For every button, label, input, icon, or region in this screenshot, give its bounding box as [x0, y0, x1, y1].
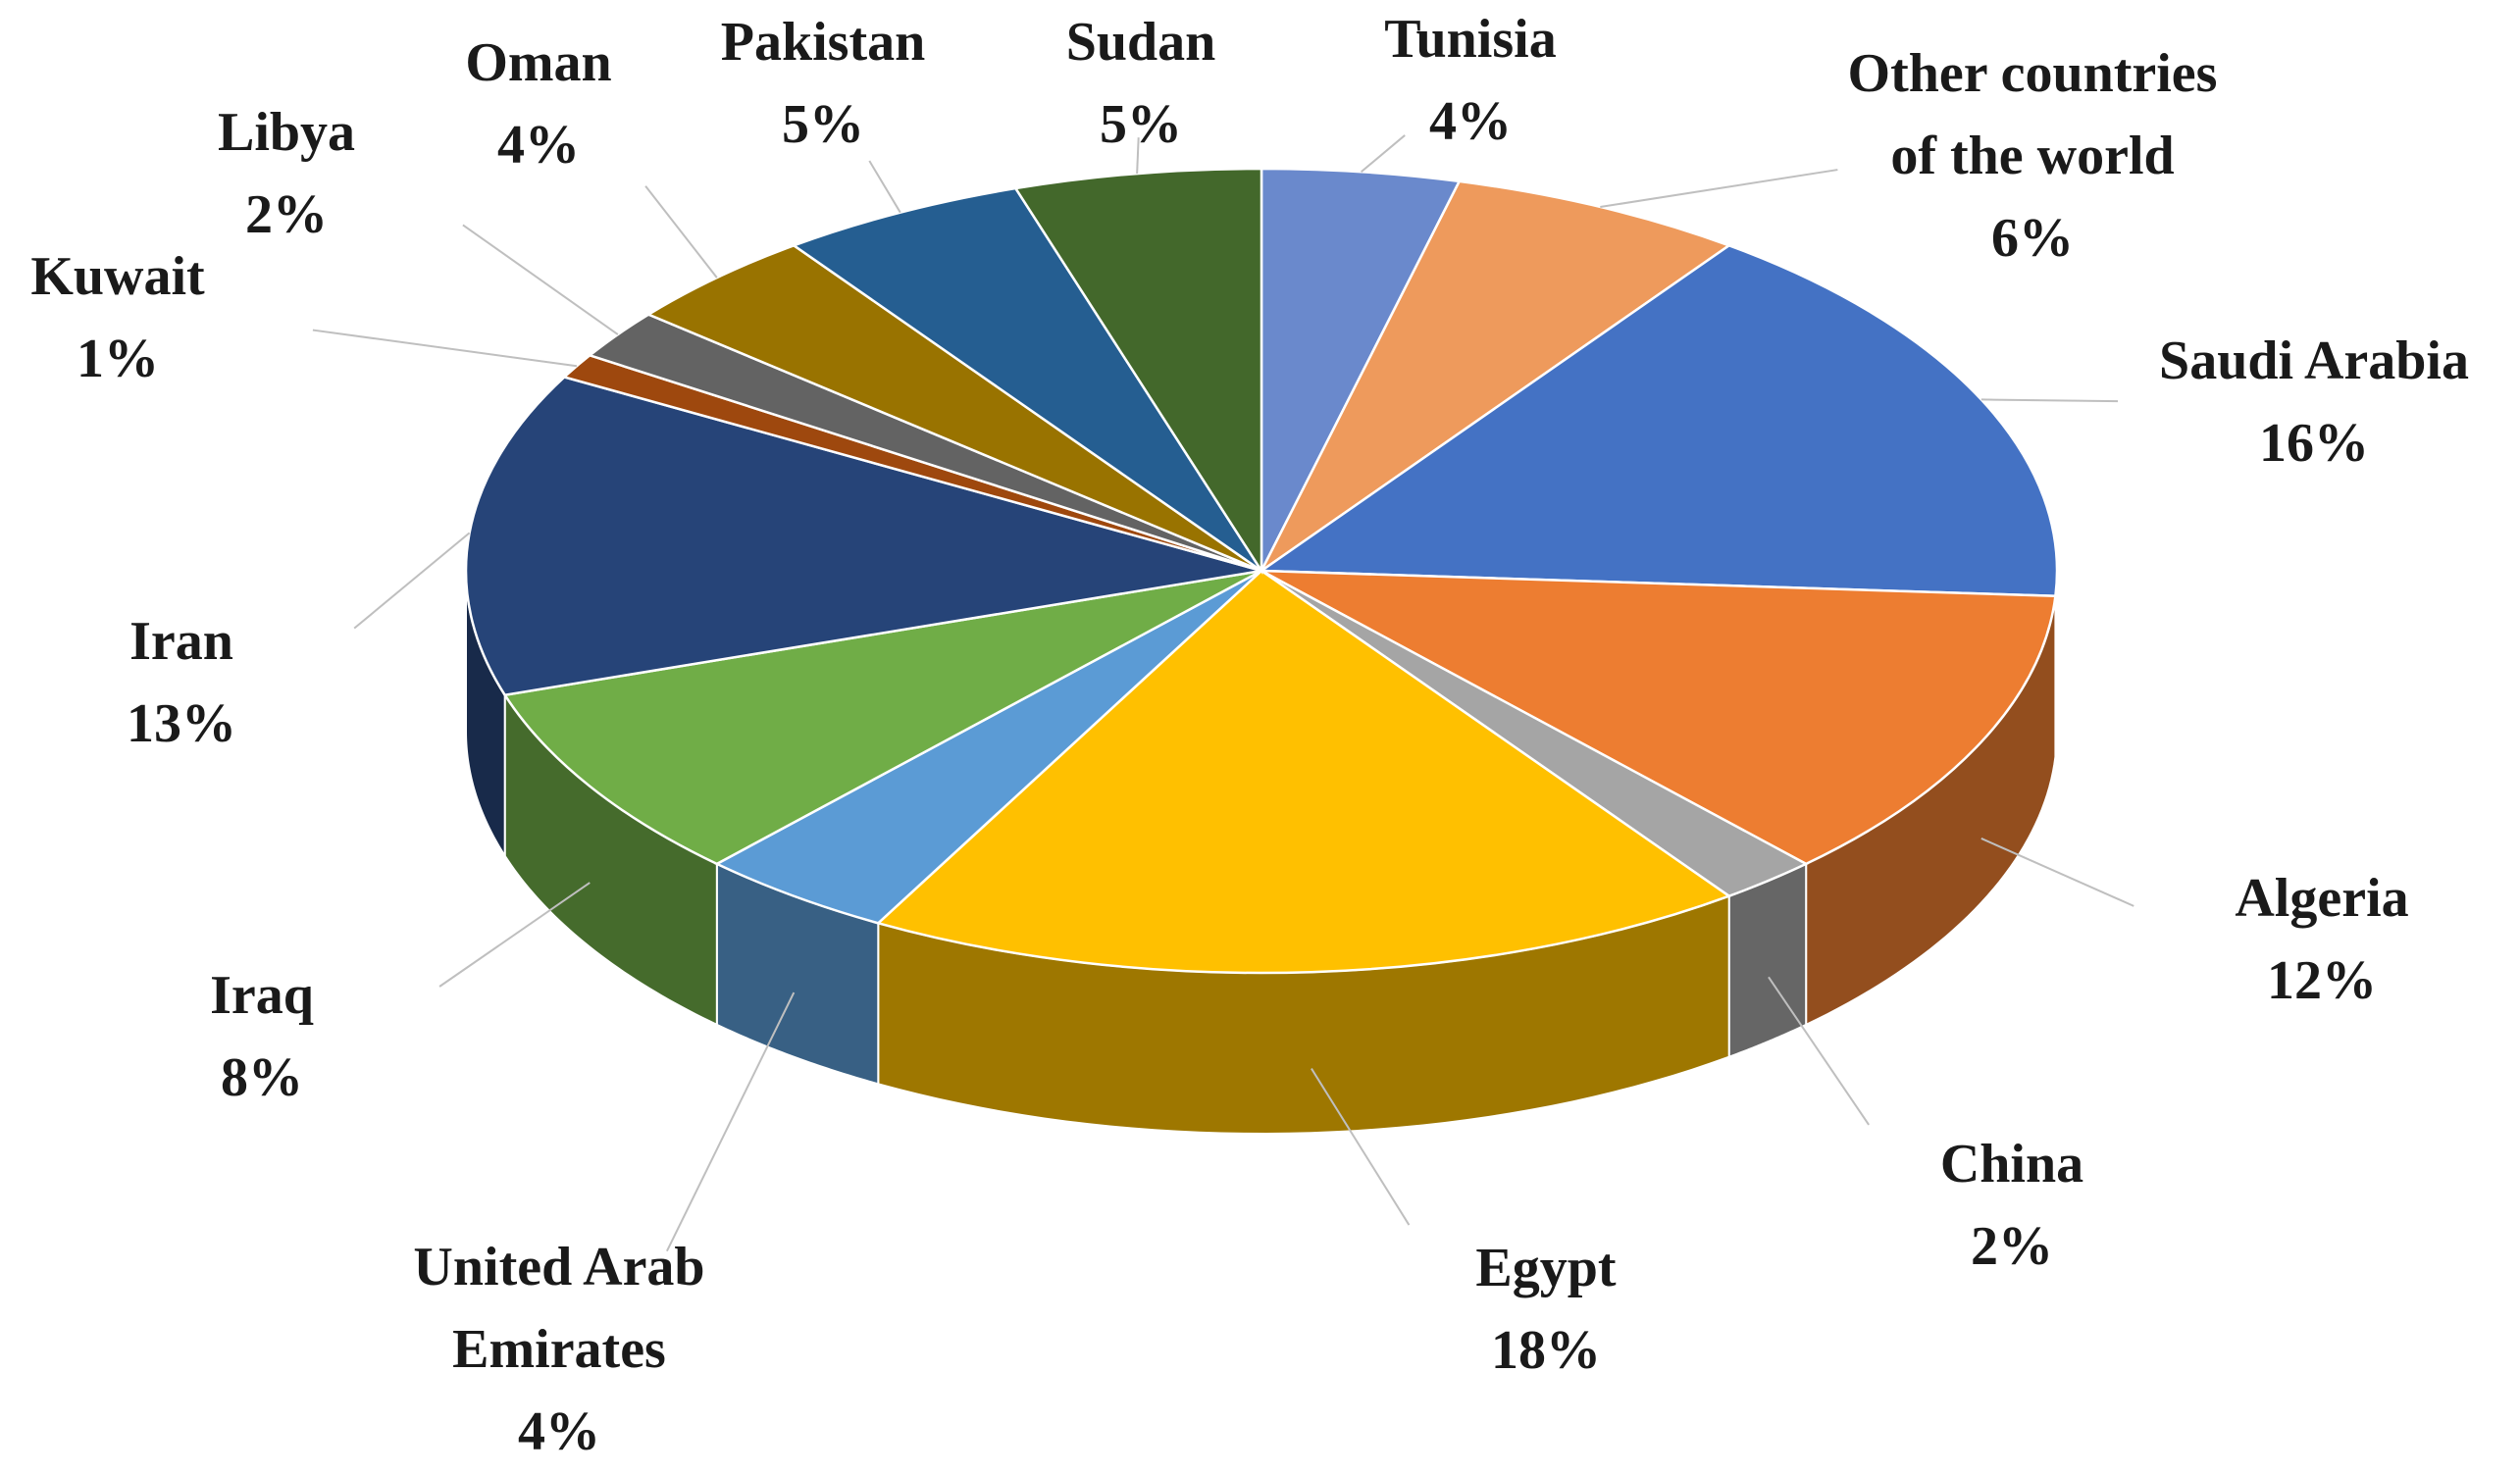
category-label: Kuwait — [30, 246, 205, 307]
data-label: Algeria 12% — [2106, 857, 2520, 1022]
leader-line — [312, 329, 578, 368]
value-label: 2% — [1971, 1216, 2053, 1277]
category-label: Sudan — [1065, 12, 1216, 73]
leader-line — [1600, 169, 1838, 209]
data-label: China 2% — [1796, 1123, 2228, 1288]
value-label: 8% — [221, 1047, 303, 1108]
data-label: Egypt 18% — [1330, 1227, 1762, 1392]
data-label: Oman 4% — [323, 22, 754, 186]
leader-line — [462, 224, 619, 335]
value-label: 18% — [1491, 1320, 1601, 1381]
value-label: 5% — [782, 94, 864, 155]
data-label: Tunisia 4% — [1255, 0, 1686, 163]
value-label: 1% — [77, 329, 159, 389]
category-label: Tunisia — [1384, 9, 1557, 70]
slice — [1260, 179, 1732, 573]
slice — [645, 243, 1262, 573]
category-label: Saudi Arabia — [2159, 330, 2469, 391]
category-label: Pakistan — [720, 12, 926, 73]
value-label: 2% — [245, 184, 328, 245]
slice — [1258, 243, 2059, 598]
leader-line — [1980, 398, 2119, 403]
leader-line — [1136, 137, 1140, 175]
leader-line — [1311, 1068, 1411, 1226]
leader-line — [1768, 976, 1870, 1126]
value-label: 6% — [1991, 208, 2074, 269]
category-label: China — [1939, 1134, 2084, 1194]
category-label: Algeria — [2235, 868, 2409, 929]
data-label: Other countries of the world 6% — [1817, 32, 2248, 280]
category-label: Oman — [465, 32, 612, 93]
value-label: 4% — [497, 115, 580, 176]
leader-line — [438, 882, 591, 988]
slice — [502, 569, 1262, 866]
leader-line — [644, 185, 718, 279]
leader-line — [665, 991, 796, 1252]
category-label: Iraq — [210, 965, 314, 1026]
category-label: Iran — [129, 611, 233, 672]
leader-line — [353, 532, 471, 630]
leader-line — [868, 160, 901, 214]
data-label: Sudan 5% — [925, 1, 1357, 166]
slice — [1260, 569, 2057, 866]
slice — [1013, 167, 1263, 576]
data-label: Iraq 8% — [46, 954, 478, 1119]
slice — [1260, 167, 1462, 572]
value-label: 12% — [2267, 950, 2377, 1011]
slice — [714, 569, 1262, 925]
value-label: 4% — [518, 1401, 600, 1462]
data-label: Libya 2% — [71, 91, 502, 256]
slice — [875, 569, 1732, 975]
data-label: Iran 13% — [0, 600, 397, 765]
leader-line — [1980, 838, 2134, 907]
category-label: Other countries of the world — [1847, 43, 2218, 186]
data-label: Saudi Arabia 16% — [2098, 320, 2520, 484]
value-label: 4% — [1429, 91, 1512, 152]
category-label: Libya — [217, 102, 356, 163]
category-label: Egypt — [1475, 1238, 1617, 1298]
data-label: United Arab Emirates 4% — [343, 1226, 775, 1473]
value-label: 16% — [2259, 413, 2369, 474]
leader-line — [1361, 134, 1406, 173]
category-label: United Arab Emirates — [413, 1237, 705, 1380]
value-label: 5% — [1100, 94, 1182, 155]
data-label: Pakistan 5% — [607, 1, 1039, 166]
slice — [791, 186, 1263, 573]
value-label: 13% — [127, 693, 236, 754]
data-label: Kuwait 1% — [0, 235, 334, 400]
